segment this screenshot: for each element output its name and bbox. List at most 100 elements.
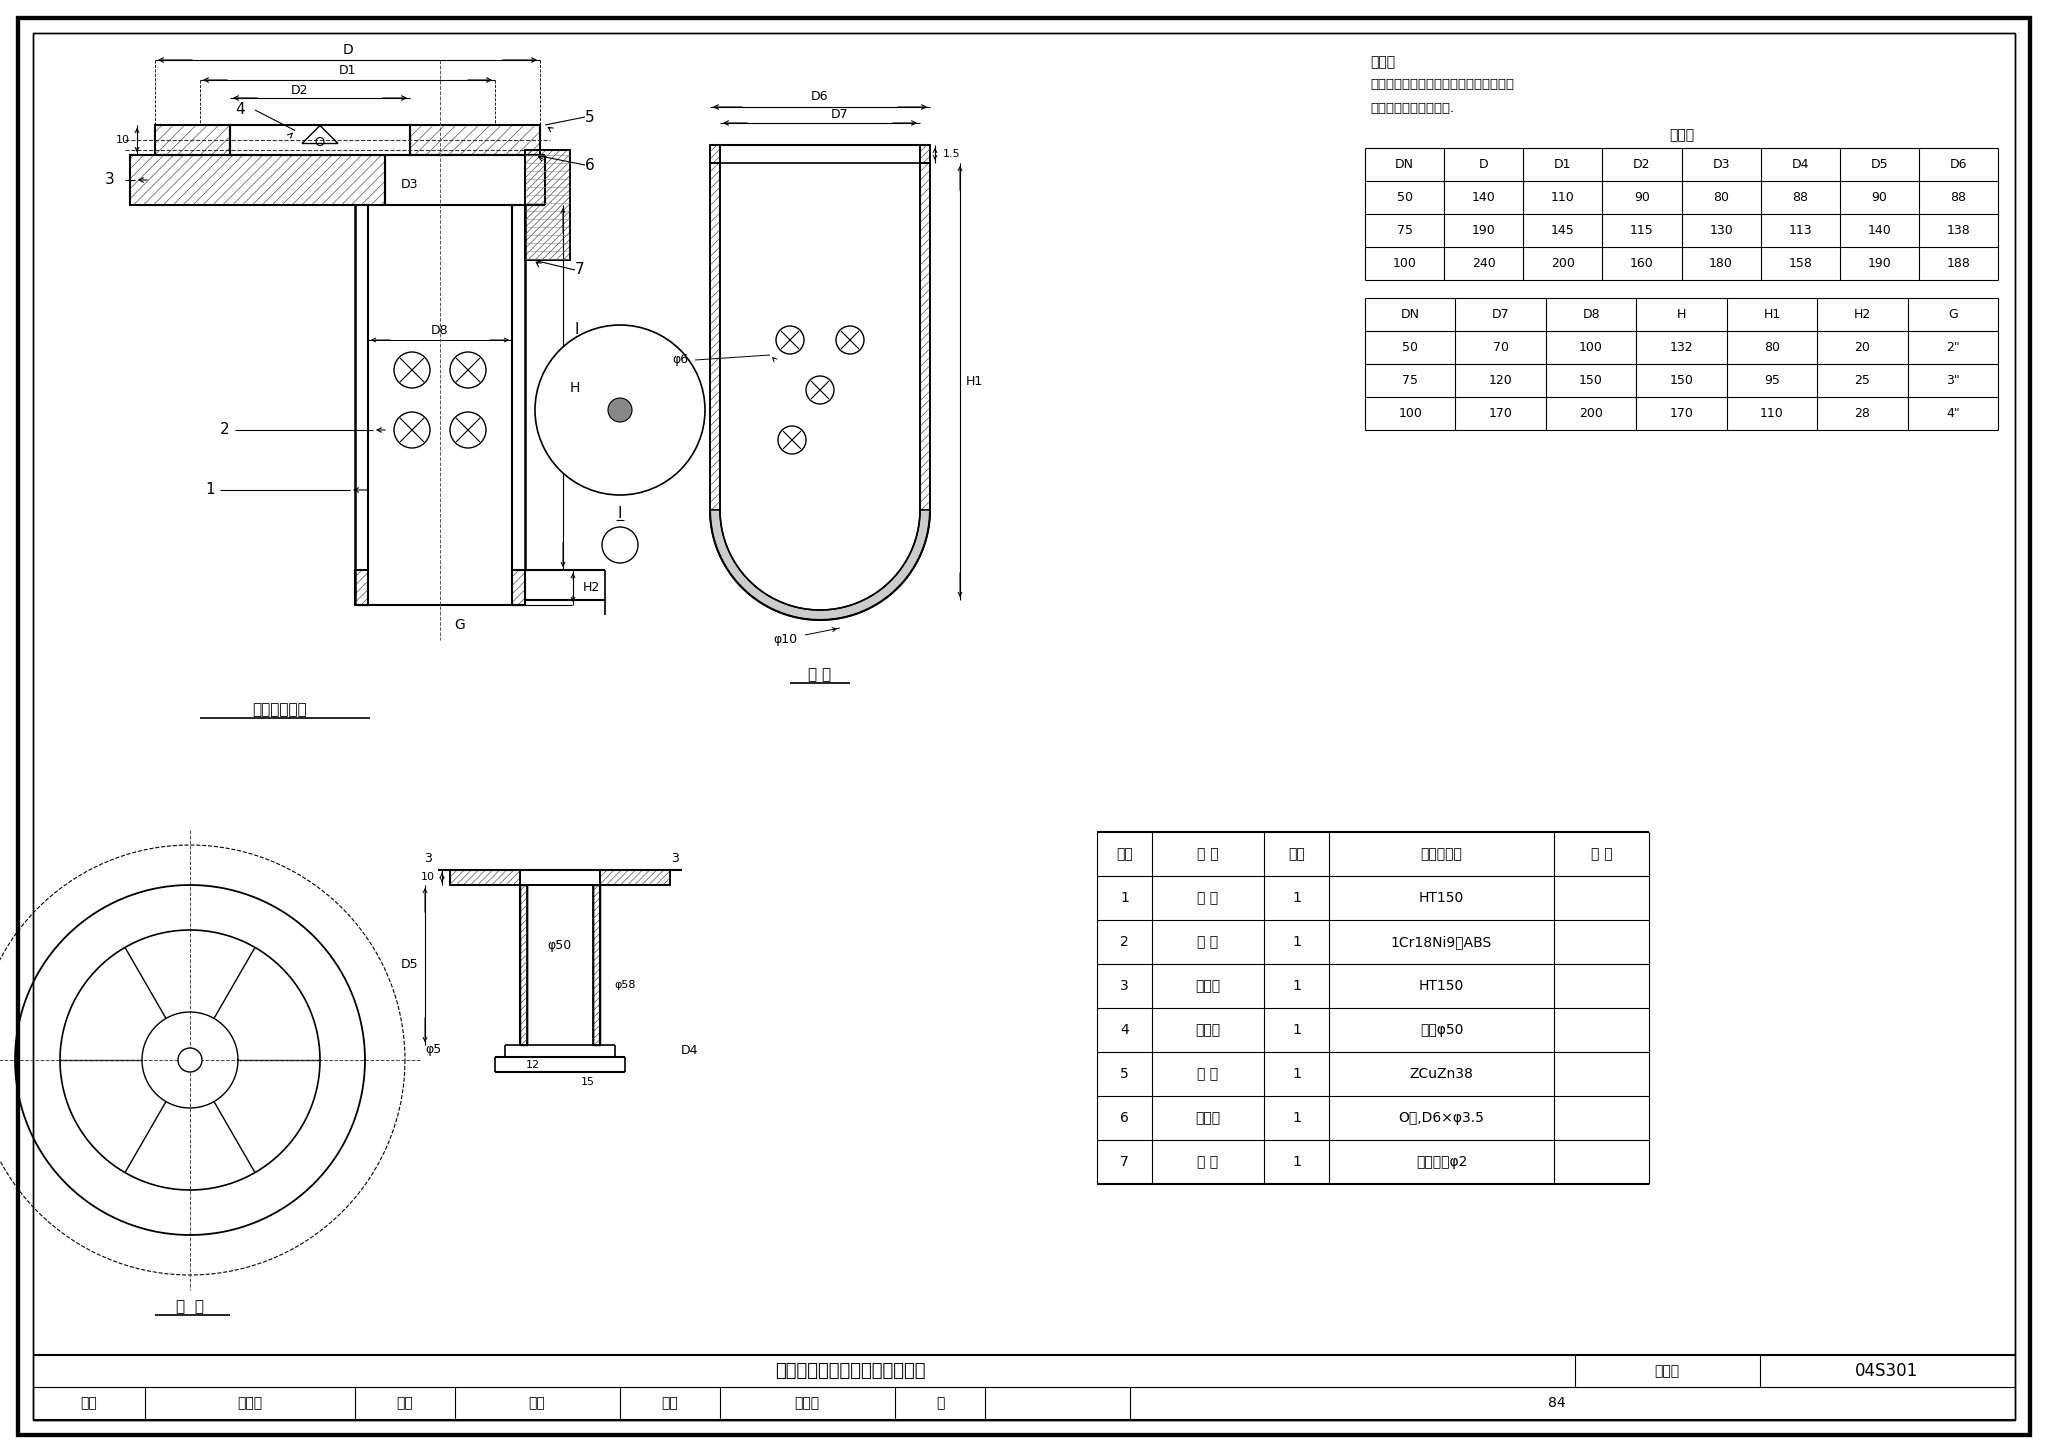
Text: φ6: φ6	[672, 353, 688, 366]
Text: DN: DN	[1395, 158, 1413, 171]
Text: H1: H1	[1763, 308, 1780, 321]
Text: 140: 140	[1473, 190, 1495, 203]
Text: 3: 3	[104, 173, 115, 187]
Text: D8: D8	[432, 324, 449, 337]
Text: 6: 6	[586, 157, 594, 173]
Text: 140: 140	[1868, 224, 1890, 237]
Bar	[354, 570, 369, 604]
Text: 110: 110	[1550, 190, 1575, 203]
Text: 90: 90	[1634, 190, 1651, 203]
Text: 材料或规格: 材料或规格	[1421, 847, 1462, 862]
Text: 数量: 数量	[1288, 847, 1305, 862]
Bar	[594, 885, 600, 1045]
Text: 158: 158	[1788, 257, 1812, 270]
Text: I: I	[575, 323, 580, 337]
Text: 备 注: 备 注	[1591, 847, 1612, 862]
Text: 司提供的技术资料编制.: 司提供的技术资料编制.	[1370, 102, 1454, 115]
Text: 190: 190	[1473, 224, 1495, 237]
Text: H: H	[1677, 308, 1686, 321]
Text: 设计: 设计	[662, 1396, 678, 1409]
Text: 50: 50	[1403, 341, 1417, 355]
Text: D2: D2	[291, 83, 309, 96]
Text: D2: D2	[1632, 158, 1651, 171]
Text: 捕集器构造图: 捕集器构造图	[252, 702, 307, 718]
Text: 28: 28	[1853, 407, 1870, 420]
Text: 170: 170	[1489, 407, 1513, 420]
Text: HT150: HT150	[1419, 891, 1464, 905]
Text: 尺寸表: 尺寸表	[1669, 128, 1694, 142]
Text: 138: 138	[1946, 224, 1970, 237]
Text: 网 篮: 网 篮	[809, 667, 831, 683]
Text: 110: 110	[1759, 407, 1784, 420]
Text: 1.5: 1.5	[944, 150, 961, 158]
Text: 20: 20	[1853, 341, 1870, 355]
Text: 75: 75	[1397, 224, 1413, 237]
Circle shape	[535, 325, 705, 495]
Text: 80: 80	[1763, 341, 1780, 355]
Text: 密封圈: 密封圈	[1196, 1112, 1221, 1125]
Text: 50: 50	[1397, 190, 1413, 203]
Text: 吊 拳: 吊 拳	[1198, 1155, 1219, 1170]
Text: 网 篮: 网 篮	[1198, 934, 1219, 949]
Text: 3: 3	[672, 851, 680, 865]
Text: D1: D1	[338, 64, 356, 77]
Text: D6: D6	[1950, 158, 1968, 171]
Text: 1: 1	[1292, 891, 1300, 905]
Text: D8: D8	[1583, 308, 1599, 321]
Text: 12: 12	[526, 1061, 539, 1069]
Text: D5: D5	[1870, 158, 1888, 171]
Text: 145: 145	[1550, 224, 1575, 237]
Text: ZCuZn38: ZCuZn38	[1409, 1067, 1473, 1081]
Text: 1Cr18Ni9或ABS: 1Cr18Ni9或ABS	[1391, 934, 1493, 949]
Text: 调节段: 调节段	[1196, 979, 1221, 992]
Text: 100: 100	[1393, 257, 1417, 270]
Text: D6: D6	[811, 90, 829, 103]
Bar	[711, 163, 721, 510]
Text: G: G	[1948, 308, 1958, 321]
Text: 冯旭东: 冯旭东	[238, 1396, 262, 1409]
Bar	[451, 870, 520, 885]
Text: 130: 130	[1710, 224, 1733, 237]
Text: 70: 70	[1493, 341, 1509, 355]
Text: 4: 4	[1120, 1023, 1128, 1037]
Text: 审核: 审核	[80, 1396, 98, 1409]
Text: φ10: φ10	[772, 634, 797, 647]
Bar	[410, 125, 541, 155]
Text: 88: 88	[1792, 190, 1808, 203]
Text: 盖  板: 盖 板	[176, 1299, 205, 1315]
Text: D5: D5	[401, 959, 418, 972]
Text: 校对: 校对	[397, 1396, 414, 1409]
Text: D3: D3	[1712, 158, 1731, 171]
Text: 84: 84	[1548, 1396, 1567, 1409]
Text: 115: 115	[1630, 224, 1655, 237]
Text: H2: H2	[582, 581, 600, 594]
Text: 100: 100	[1579, 341, 1604, 355]
Text: D4: D4	[682, 1045, 698, 1058]
Text: I: I	[618, 506, 623, 520]
Text: 2: 2	[1120, 934, 1128, 949]
Text: 页: 页	[936, 1396, 944, 1409]
Text: 95: 95	[1763, 373, 1780, 386]
Text: 2": 2"	[1946, 341, 1960, 355]
Text: 190: 190	[1868, 257, 1890, 270]
Text: 橡胶φ50: 橡胶φ50	[1419, 1023, 1462, 1037]
Text: 1: 1	[1292, 1023, 1300, 1037]
Text: 88: 88	[1950, 190, 1966, 203]
Text: 1: 1	[1120, 891, 1128, 905]
Text: φ5: φ5	[426, 1043, 440, 1056]
Text: O型,D6×φ3.5: O型,D6×φ3.5	[1399, 1112, 1485, 1125]
Text: 图集号: 图集号	[1655, 1364, 1679, 1377]
Text: 10: 10	[117, 135, 129, 145]
Text: 75: 75	[1403, 373, 1417, 386]
Text: 1: 1	[1292, 1112, 1300, 1125]
Text: 1: 1	[205, 482, 215, 497]
Text: 150: 150	[1579, 373, 1604, 386]
Circle shape	[608, 398, 633, 421]
Circle shape	[602, 527, 639, 562]
Bar	[711, 145, 721, 163]
Text: 本 体: 本 体	[1198, 891, 1219, 905]
Text: 5: 5	[1120, 1067, 1128, 1081]
Text: 7: 7	[1120, 1155, 1128, 1170]
Circle shape	[178, 1048, 203, 1072]
Text: D1: D1	[1554, 158, 1571, 171]
